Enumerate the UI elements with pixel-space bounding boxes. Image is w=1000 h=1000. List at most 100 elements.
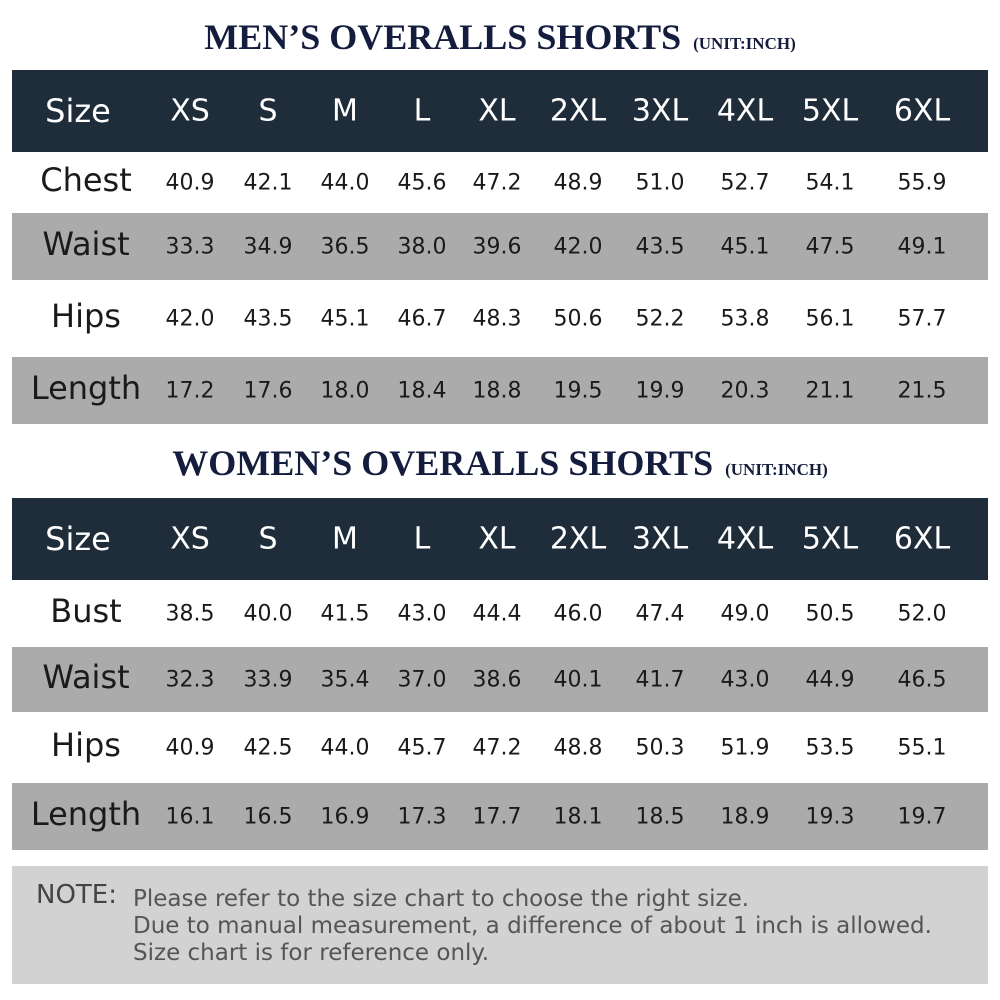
table-cell: 43.5	[243, 306, 293, 331]
table-cell: 44.0	[320, 735, 370, 760]
table-cell: 44.4	[472, 601, 522, 626]
table-cell: 21.5	[897, 378, 947, 403]
header-cell: 6XL	[893, 93, 951, 129]
table-cell: 17.7	[472, 804, 522, 829]
table-cell: 17.2	[165, 378, 215, 403]
table-cell: 42.0	[553, 234, 603, 259]
table-cell: 32.3	[165, 667, 215, 692]
note-line: Size chart is for reference only.	[133, 940, 490, 966]
row-label: Waist	[42, 224, 130, 263]
header-cell: XL	[478, 521, 516, 557]
table-cell: 52.2	[635, 306, 685, 331]
row-label: Chest	[40, 160, 132, 199]
table-cell: 19.3	[805, 804, 855, 829]
table-cell: 39.6	[472, 234, 522, 259]
table-cell: 19.9	[635, 378, 685, 403]
note-box: NOTE: Please refer to the size chart to …	[12, 866, 988, 984]
row-label: Waist	[42, 657, 130, 696]
table-cell: 47.4	[635, 601, 685, 626]
table-cell: 55.9	[897, 170, 947, 195]
table-cell: 53.5	[805, 735, 855, 760]
table-cell: 18.0	[320, 378, 370, 403]
table-cell: 18.4	[397, 378, 447, 403]
table-cell: 41.5	[320, 601, 370, 626]
table-cell: 50.3	[635, 735, 685, 760]
header-cell: 4XL	[716, 93, 774, 129]
table-cell: 35.4	[320, 667, 370, 692]
table-cell: 36.5	[320, 234, 370, 259]
table-cell: 48.3	[472, 306, 522, 331]
table-cell: 40.1	[553, 667, 603, 692]
table-cell: 43.5	[635, 234, 685, 259]
table-cell: 45.7	[397, 735, 447, 760]
table-cell: 18.9	[720, 804, 770, 829]
header-cell: L	[413, 93, 431, 129]
table-cell: 56.1	[805, 306, 855, 331]
title-text: MEN’S OVERALLS SHORTS	[204, 17, 682, 57]
table-cell: 47.5	[805, 234, 855, 259]
table-cell: 18.1	[553, 804, 603, 829]
table-cell: 41.7	[635, 667, 685, 692]
table-cell: 43.0	[720, 667, 770, 692]
table-title: WOMEN’S OVERALLS SHORTS (UNIT:INCH)	[0, 442, 1000, 484]
table-cell: 16.1	[165, 804, 215, 829]
table-cell: 49.1	[897, 234, 947, 259]
row-band	[12, 783, 988, 850]
note-line: Due to manual measurement, a difference …	[133, 913, 932, 939]
header-cell: 3XL	[631, 93, 689, 129]
header-cell: M	[332, 521, 358, 557]
table-cell: 45.1	[320, 306, 370, 331]
table-cell: 48.8	[553, 735, 603, 760]
table-cell: 43.0	[397, 601, 447, 626]
header-cell: 3XL	[631, 521, 689, 557]
table-cell: 46.0	[553, 601, 603, 626]
header-cell: Size	[45, 92, 111, 130]
header-cell: XS	[170, 521, 210, 557]
table-cell: 44.9	[805, 667, 855, 692]
header-cell: 2XL	[549, 93, 607, 129]
table-cell: 18.8	[472, 378, 522, 403]
header-cell: XL	[478, 93, 516, 129]
table-cell: 38.6	[472, 667, 522, 692]
header-cell: S	[258, 93, 278, 129]
header-cell: 4XL	[716, 521, 774, 557]
table-cell: 46.5	[897, 667, 947, 692]
table-cell: 51.9	[720, 735, 770, 760]
unit-text: (UNIT:INCH)	[725, 460, 828, 479]
table-cell: 17.3	[397, 804, 447, 829]
header-cell: 5XL	[801, 521, 859, 557]
row-label: Bust	[50, 591, 122, 630]
table-cell: 52.0	[897, 601, 947, 626]
table-cell: 20.3	[720, 378, 770, 403]
header-cell: 2XL	[549, 521, 607, 557]
table-cell: 48.9	[553, 170, 603, 195]
table-cell: 53.8	[720, 306, 770, 331]
header-cell: L	[413, 521, 431, 557]
table-cell: 47.2	[472, 735, 522, 760]
table-cell: 40.0	[243, 601, 293, 626]
note-line: Please refer to the size chart to choose…	[133, 886, 750, 912]
row-band	[12, 213, 988, 280]
header-band	[12, 498, 988, 580]
table-cell: 45.1	[720, 234, 770, 259]
table-cell: 38.0	[397, 234, 447, 259]
table-cell: 44.0	[320, 170, 370, 195]
table-cell: 16.5	[243, 804, 293, 829]
table-cell: 21.1	[805, 378, 855, 403]
table-cell: 37.0	[397, 667, 447, 692]
table-cell: 47.2	[472, 170, 522, 195]
table-cell: 50.6	[553, 306, 603, 331]
table-cell: 52.7	[720, 170, 770, 195]
header-cell: 6XL	[893, 521, 951, 557]
header-cell: XS	[170, 93, 210, 129]
table-cell: 40.9	[165, 735, 215, 760]
table-cell: 51.0	[635, 170, 685, 195]
header-cell: 5XL	[801, 93, 859, 129]
table-cell: 49.0	[720, 601, 770, 626]
header-cell: S	[258, 521, 278, 557]
unit-text: (UNIT:INCH)	[693, 34, 796, 53]
table-cell: 50.5	[805, 601, 855, 626]
table-cell: 55.1	[897, 735, 947, 760]
table-cell: 33.3	[165, 234, 215, 259]
table-cell: 17.6	[243, 378, 293, 403]
